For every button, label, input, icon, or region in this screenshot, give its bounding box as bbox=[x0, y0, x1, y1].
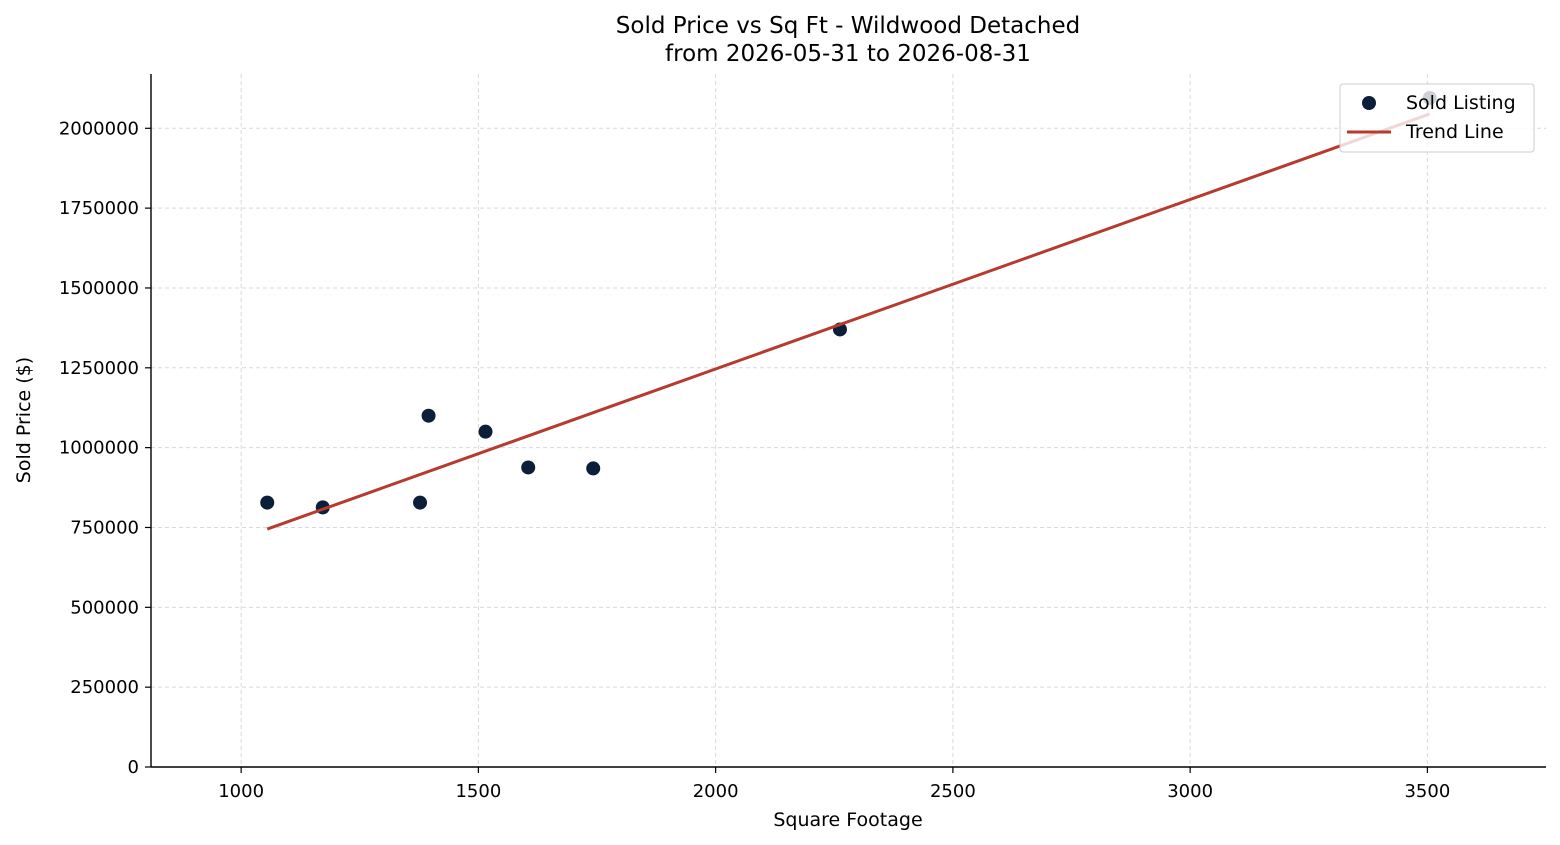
y-tick-label: 1250000 bbox=[59, 358, 139, 379]
legend-box bbox=[1339, 83, 1535, 153]
data-point bbox=[586, 461, 601, 476]
legend-marker-sold-listing bbox=[1362, 96, 1376, 110]
y-axis-label: Sold Price ($) bbox=[13, 357, 35, 483]
axis-ticks: 1000 1500 2000 2500 3000 3500 0 250000 500000 750… bbox=[59, 118, 1450, 802]
chart-title-line-1: Sold Price vs Sq Ft - Wildwood Detached bbox=[616, 13, 1080, 39]
data-point bbox=[521, 460, 536, 475]
y-tick-label: 0 bbox=[128, 757, 139, 778]
data-point bbox=[478, 424, 493, 439]
data-point bbox=[421, 408, 436, 423]
x-tick-label: 1500 bbox=[455, 781, 501, 802]
x-tick-label: 3500 bbox=[1404, 781, 1450, 802]
plot-series bbox=[260, 90, 1437, 531]
x-axis-label: Square Footage bbox=[773, 809, 922, 831]
x-tick-label: 1000 bbox=[218, 781, 264, 802]
x-tick-label: 3000 bbox=[1167, 781, 1213, 802]
legend: Sold Listing Trend Line bbox=[1339, 83, 1535, 153]
data-point bbox=[413, 495, 428, 510]
y-tick-label: 250000 bbox=[70, 677, 139, 698]
legend-label-trend-line: Trend Line bbox=[1405, 121, 1504, 143]
chart-title-line-2: from 2026-05-31 to 2026-08-31 bbox=[665, 41, 1031, 67]
data-point bbox=[260, 495, 275, 510]
y-tick-label: 750000 bbox=[70, 517, 139, 538]
trend-line bbox=[266, 112, 1431, 531]
grid-lines bbox=[151, 74, 1546, 768]
y-tick-label: 1750000 bbox=[59, 198, 139, 219]
y-tick-label: 2000000 bbox=[59, 118, 139, 139]
legend-label-sold-listing: Sold Listing bbox=[1406, 92, 1516, 114]
x-tick-label: 2000 bbox=[693, 781, 739, 802]
y-tick-label: 1500000 bbox=[59, 278, 139, 299]
y-tick-label: 500000 bbox=[70, 597, 139, 618]
y-tick-label: 1000000 bbox=[59, 438, 139, 459]
x-tick-label: 2500 bbox=[930, 781, 976, 802]
